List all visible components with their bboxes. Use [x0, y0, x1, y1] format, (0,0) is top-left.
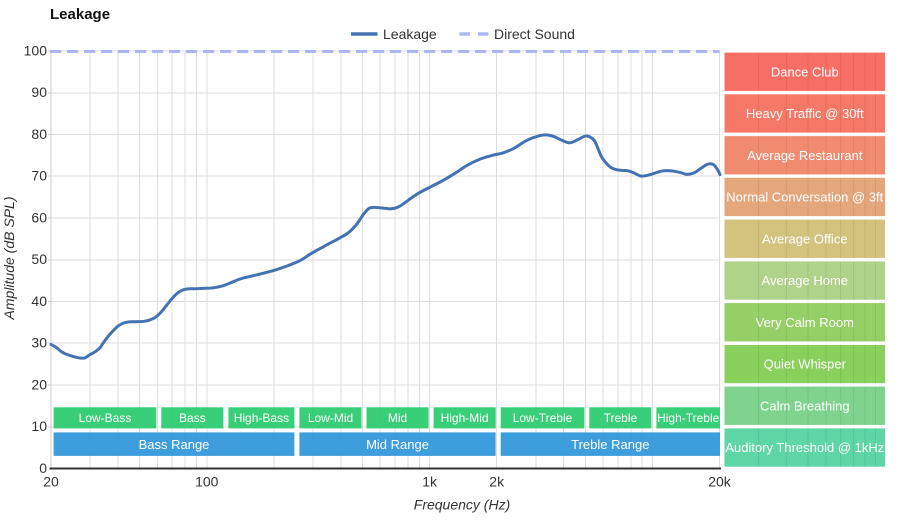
svg-text:Normal Conversation @ 3ft: Normal Conversation @ 3ft [726, 190, 883, 205]
svg-text:Mid Range: Mid Range [366, 437, 429, 452]
svg-text:Leakage: Leakage [50, 6, 110, 23]
svg-text:20: 20 [31, 376, 47, 392]
svg-text:Low-Bass: Low-Bass [79, 411, 132, 425]
svg-text:Low-Treble: Low-Treble [513, 411, 573, 425]
svg-text:Very Calm Room: Very Calm Room [756, 315, 854, 330]
svg-text:Bass Range: Bass Range [139, 437, 210, 452]
svg-text:100: 100 [195, 474, 219, 490]
svg-text:Treble Range: Treble Range [571, 437, 649, 452]
svg-text:90: 90 [31, 84, 47, 100]
svg-text:Quiet Whisper: Quiet Whisper [764, 357, 847, 372]
svg-text:Frequency (Hz): Frequency (Hz) [414, 497, 510, 513]
svg-text:Mid: Mid [388, 411, 407, 425]
svg-text:30: 30 [31, 335, 47, 351]
svg-text:40: 40 [31, 293, 47, 309]
svg-text:Amplitude (dB SPL): Amplitude (dB SPL) [1, 197, 17, 321]
svg-text:10: 10 [31, 418, 47, 434]
svg-text:Average Restaurant: Average Restaurant [747, 148, 863, 163]
svg-text:Auditory Threshold @ 1kHz: Auditory Threshold @ 1kHz [725, 440, 884, 455]
svg-text:Calm Breathing: Calm Breathing [760, 398, 850, 413]
svg-text:Dance Club: Dance Club [771, 64, 839, 79]
svg-text:High-Treble: High-Treble [657, 411, 720, 425]
svg-text:60: 60 [31, 209, 47, 225]
svg-text:50: 50 [31, 251, 47, 267]
svg-text:20k: 20k [708, 474, 732, 490]
svg-text:Low-Mid: Low-Mid [308, 411, 353, 425]
svg-text:100: 100 [24, 42, 48, 58]
svg-text:0: 0 [39, 460, 47, 476]
svg-text:2k: 2k [489, 474, 505, 490]
svg-text:Direct Sound: Direct Sound [494, 26, 575, 42]
svg-text:High-Bass: High-Bass [234, 411, 289, 425]
svg-text:20: 20 [43, 474, 59, 490]
svg-text:80: 80 [31, 126, 47, 142]
svg-text:Leakage: Leakage [383, 26, 437, 42]
svg-text:High-Mid: High-Mid [441, 411, 489, 425]
svg-text:Heavy Traffic @ 30ft: Heavy Traffic @ 30ft [746, 106, 864, 121]
svg-text:70: 70 [31, 168, 47, 184]
svg-text:Treble: Treble [604, 411, 638, 425]
svg-text:Bass: Bass [179, 411, 206, 425]
svg-text:Average Home: Average Home [762, 273, 848, 288]
svg-text:1k: 1k [422, 474, 438, 490]
svg-text:Average Office: Average Office [762, 231, 848, 246]
